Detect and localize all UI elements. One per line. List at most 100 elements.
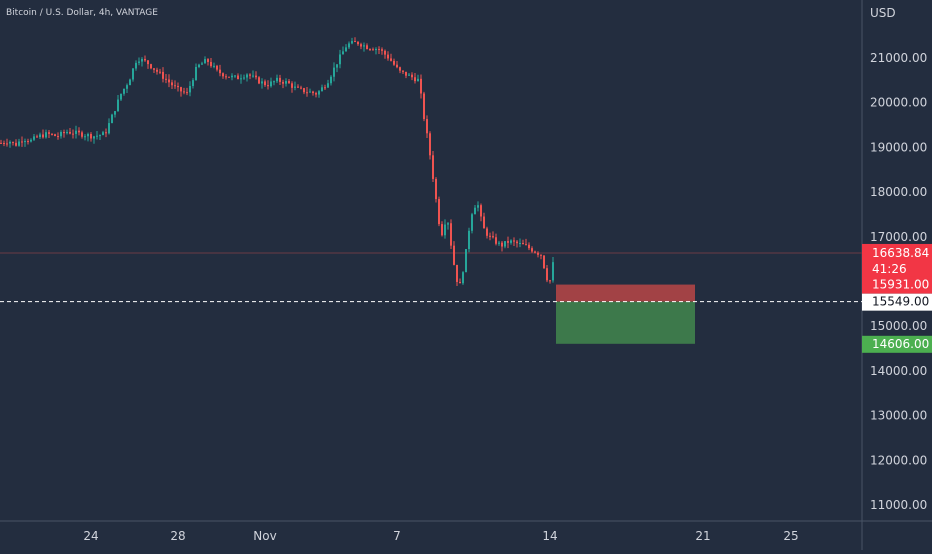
stop-loss-marker: 15931.00 [862, 276, 932, 294]
candle-body [15, 142, 17, 146]
candle-body [444, 224, 446, 236]
candle-body [225, 76, 227, 78]
time-tick-label: Nov [253, 529, 276, 543]
candle-body [207, 59, 209, 62]
candle-body [96, 135, 98, 137]
candle-body [117, 99, 119, 112]
candle-body [546, 268, 548, 281]
candle-body [375, 48, 377, 51]
candle-body [171, 82, 173, 86]
candle-body [156, 69, 158, 72]
candle-body [216, 65, 218, 70]
candle-body [519, 243, 521, 245]
candles [0, 37, 554, 286]
candle-body [0, 142, 2, 144]
candle-body [318, 91, 320, 95]
candle-body [24, 141, 26, 143]
candle-body [348, 43, 350, 48]
time-tick-label: 21 [695, 529, 710, 543]
candle-body [249, 74, 251, 76]
candle-body [9, 141, 11, 144]
candle-body [12, 141, 14, 143]
candle-body [42, 134, 44, 138]
currency-label: USD [870, 6, 896, 20]
candle-body [195, 66, 197, 81]
candle-body [123, 88, 125, 94]
candle-body [99, 135, 101, 137]
time-tick-label: 24 [83, 529, 98, 543]
candle-body [144, 58, 146, 61]
candle-body [141, 58, 143, 62]
candle-body [108, 123, 110, 134]
candle-body [84, 136, 86, 138]
candle-body [543, 255, 545, 269]
candle-body [303, 88, 305, 93]
candle-body [210, 61, 212, 67]
time-tick-label: 28 [170, 529, 185, 543]
candle-body [429, 133, 431, 156]
risk-zone[interactable] [556, 284, 695, 302]
candle-body [387, 54, 389, 59]
candle-body [423, 93, 425, 120]
candle-body [351, 41, 353, 44]
price-tick-label: 15000.00 [870, 319, 927, 333]
candle-body [54, 134, 56, 137]
candle-body [69, 132, 71, 134]
candle-body [414, 77, 416, 82]
candle-body [330, 76, 332, 84]
candle-body [474, 207, 476, 215]
candle-body [102, 132, 104, 136]
candle-body [111, 114, 113, 124]
candle-body [192, 80, 194, 87]
candle-body [450, 223, 452, 246]
candle-body [291, 83, 293, 88]
candle-body [288, 81, 290, 84]
candle-body [456, 264, 458, 282]
candle-body [66, 132, 68, 134]
candle-body [459, 281, 461, 284]
candle-body [483, 216, 485, 229]
candle-body [30, 139, 32, 142]
time-tick-label: 14 [542, 529, 557, 543]
candle-body [399, 67, 401, 71]
candle-body [354, 41, 356, 43]
candle-body [93, 136, 95, 139]
candle-body [333, 67, 335, 77]
candle-body [480, 205, 482, 217]
candle-body [231, 75, 233, 78]
candle-body [540, 254, 542, 256]
reward-zone[interactable] [556, 301, 695, 344]
candle-body [57, 136, 59, 138]
candle-body [357, 41, 359, 45]
candle-body [309, 91, 311, 93]
candle-body [285, 81, 287, 84]
candle-body [405, 71, 407, 76]
candle-body [261, 81, 263, 84]
candle-body [372, 49, 374, 51]
time-axis[interactable]: 24 28 Nov 7 14 21 25 [83, 529, 798, 543]
candle-body [432, 155, 434, 179]
candle-body [342, 51, 344, 55]
candle-body [81, 132, 83, 137]
take-profit-marker: 14606.00 [862, 335, 932, 353]
candle-body [105, 132, 107, 134]
candle-body [495, 237, 497, 244]
candle-body [135, 62, 137, 69]
candle-body [378, 48, 380, 50]
time-tick-label: 25 [783, 529, 798, 543]
current-price-marker: 16638.84 41:26 [862, 243, 932, 278]
candle-body [126, 85, 128, 89]
entry-marker: 15549.00 [862, 293, 932, 311]
candle-body [120, 93, 122, 100]
candle-body [237, 75, 239, 80]
candle-body [396, 64, 398, 68]
entry-label: 15549.00 [872, 295, 929, 309]
candle-body [282, 81, 284, 84]
candle-body [507, 241, 509, 243]
candle-body [150, 64, 152, 69]
candle-body [147, 60, 149, 65]
candle-body [528, 244, 530, 249]
candle-body [27, 141, 29, 143]
